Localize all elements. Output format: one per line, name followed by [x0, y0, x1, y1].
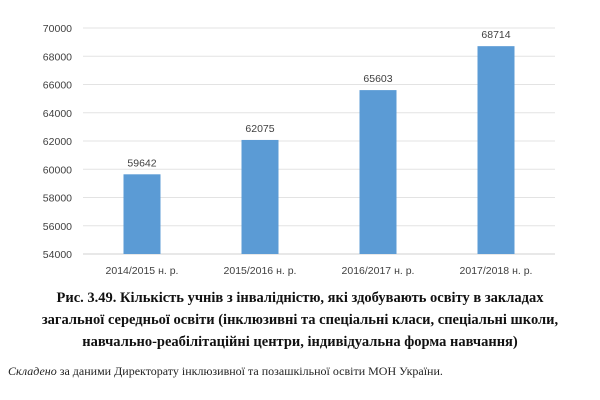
- y-tick-label: 62000: [43, 136, 72, 148]
- bar-chart: 54000 56000 58000 60000 62000 64000 66000 68000…: [43, 23, 555, 277]
- source-text: за даними Директорату інклюзивної та поз…: [56, 364, 443, 378]
- x-tick-label: 2015/2016 н. р.: [224, 265, 297, 277]
- y-tick-label: 58000: [43, 193, 72, 205]
- y-tick-label: 56000: [43, 221, 72, 233]
- y-tick-label: 68000: [43, 51, 72, 63]
- x-tick-label: 2017/2018 н. р.: [460, 265, 533, 277]
- caption-line-2: загальної середньої освіти (інклюзивні т…: [41, 312, 559, 328]
- y-tick-label: 70000: [43, 23, 72, 35]
- y-tick-label: 54000: [43, 249, 72, 261]
- figure-caption: Рис. 3.49. Кількість учнів з інвалідніст…: [0, 287, 600, 353]
- bar: [123, 174, 161, 254]
- bar: [477, 46, 515, 254]
- data-label: 68714: [481, 29, 510, 41]
- bar: [359, 90, 397, 254]
- data-label: 62075: [245, 123, 274, 135]
- y-tick-label: 66000: [43, 80, 72, 92]
- data-label: 59642: [127, 157, 156, 169]
- y-tick-label: 64000: [43, 108, 72, 120]
- data-label: 65603: [363, 73, 392, 85]
- x-tick-label: 2014/2015 н. р.: [106, 265, 179, 277]
- caption-line-1: Рис. 3.49. Кількість учнів з інвалідніст…: [56, 290, 544, 306]
- x-tick-label: 2016/2017 н. р.: [342, 265, 415, 277]
- source-italic: Складено: [8, 364, 57, 378]
- y-tick-label: 60000: [43, 164, 72, 176]
- caption-line-3: навчально-реабілітаційні центри, індивід…: [82, 334, 518, 350]
- source-note: Складено за даними Директорату інклюзивн…: [8, 364, 443, 379]
- bar: [241, 139, 279, 254]
